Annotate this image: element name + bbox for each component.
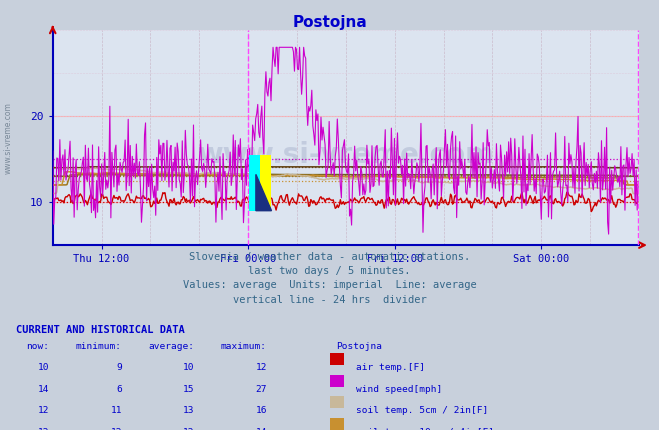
Text: 14: 14 — [256, 428, 267, 430]
Text: Postojna: Postojna — [336, 342, 382, 351]
Text: 10: 10 — [183, 363, 194, 372]
Text: 12: 12 — [38, 406, 49, 415]
Text: 12: 12 — [183, 428, 194, 430]
Text: 15: 15 — [183, 385, 194, 394]
Bar — [260, 155, 272, 211]
Text: 13: 13 — [183, 406, 194, 415]
Text: 14: 14 — [38, 385, 49, 394]
Text: Slovenia / weather data - automatic stations.
last two days / 5 minutes.
Values:: Slovenia / weather data - automatic stat… — [183, 252, 476, 305]
Text: 11: 11 — [111, 406, 122, 415]
Text: now:: now: — [26, 342, 49, 351]
Text: www.si-vreme.com: www.si-vreme.com — [4, 101, 13, 174]
Text: air temp.[F]: air temp.[F] — [356, 363, 425, 372]
Text: 27: 27 — [256, 385, 267, 394]
Text: 12: 12 — [256, 363, 267, 372]
Text: wind speed[mph]: wind speed[mph] — [356, 385, 442, 394]
Bar — [249, 155, 260, 211]
Text: 10: 10 — [38, 363, 49, 372]
Text: soil temp. 10cm / 4in[F]: soil temp. 10cm / 4in[F] — [356, 428, 494, 430]
Text: 9: 9 — [116, 363, 122, 372]
Text: 16: 16 — [256, 406, 267, 415]
Text: maximum:: maximum: — [221, 342, 267, 351]
Text: 12: 12 — [38, 428, 49, 430]
Polygon shape — [256, 175, 272, 211]
Text: 12: 12 — [111, 428, 122, 430]
Text: average:: average: — [148, 342, 194, 351]
Text: minimum:: minimum: — [76, 342, 122, 351]
Text: Postojna: Postojna — [292, 15, 367, 30]
Text: www.si-vreme.com: www.si-vreme.com — [198, 141, 494, 169]
Text: soil temp. 5cm / 2in[F]: soil temp. 5cm / 2in[F] — [356, 406, 488, 415]
Text: 6: 6 — [116, 385, 122, 394]
Text: CURRENT AND HISTORICAL DATA: CURRENT AND HISTORICAL DATA — [16, 325, 185, 335]
